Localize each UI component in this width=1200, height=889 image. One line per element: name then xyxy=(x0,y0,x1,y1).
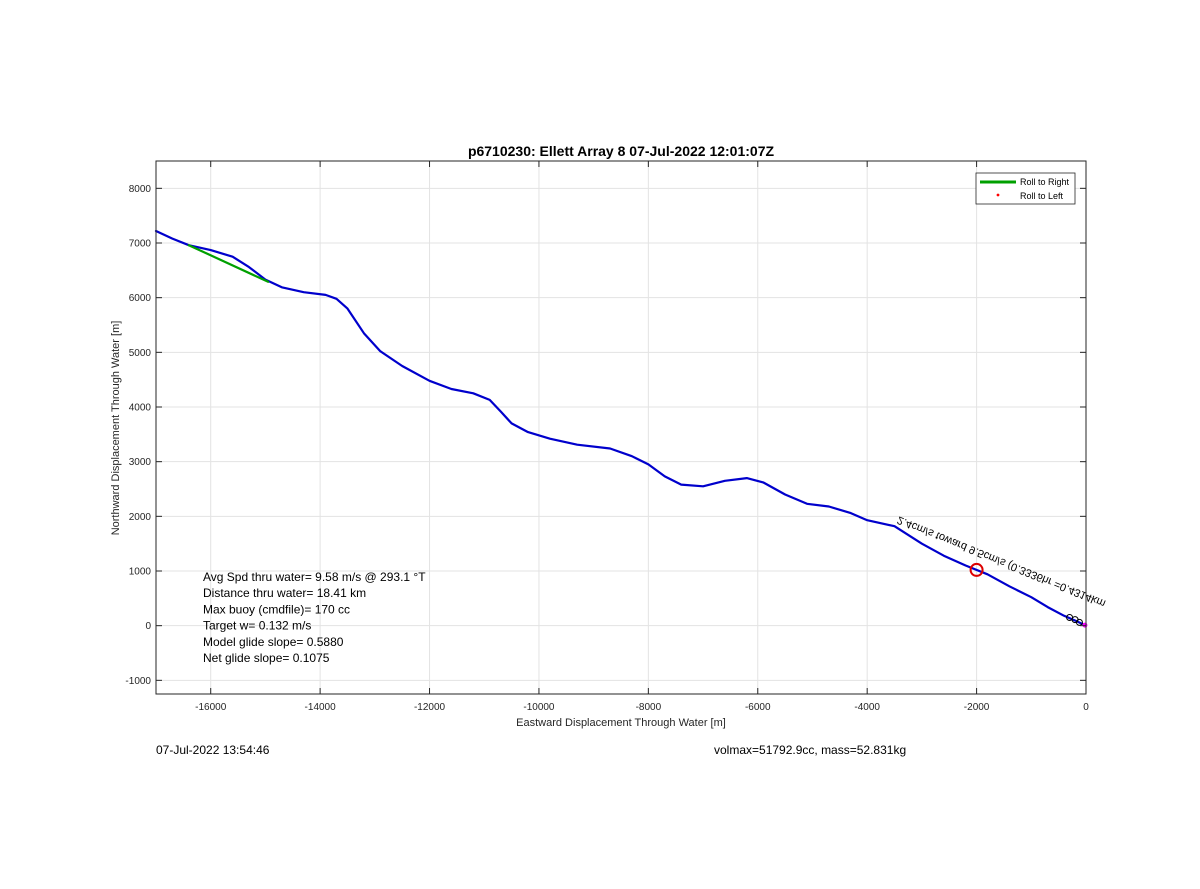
stats-line: Target w= 0.132 m/s xyxy=(203,619,311,633)
y-tick-label: -1000 xyxy=(125,676,151,687)
stats-line: Model glide slope= 0.5880 xyxy=(203,635,344,649)
y-tick-label: 3000 xyxy=(129,457,152,468)
footer-volume-mass: volmax=51792.9cc, mass=52.831kg xyxy=(714,743,907,757)
y-axis-label: Northward Displacement Through Water [m] xyxy=(110,321,122,536)
x-axis-label: Eastward Displacement Through Water [m] xyxy=(516,717,726,729)
x-tick-label: -4000 xyxy=(854,702,880,713)
track-origin-point xyxy=(1082,622,1088,628)
x-tick-label: -8000 xyxy=(636,702,662,713)
track-end-point xyxy=(1075,618,1083,626)
stats-line: Distance thru water= 18.41 km xyxy=(203,586,366,600)
x-tick-label: -6000 xyxy=(745,702,771,713)
x-tick-label: 0 xyxy=(1083,702,1089,713)
chart-title: p6710230: Ellett Array 8 07-Jul-2022 12:… xyxy=(468,143,775,159)
y-tick-label: 0 xyxy=(145,621,151,632)
y-tick-label: 5000 xyxy=(129,348,152,359)
y-tick-label: 2000 xyxy=(129,512,152,523)
stats-line: Max buoy (cmdfile)= 170 cc xyxy=(203,602,350,616)
y-tick-label: 8000 xyxy=(129,184,152,195)
x-tick-label: -12000 xyxy=(414,702,446,713)
roll-right-line xyxy=(187,244,270,283)
glider-track-line xyxy=(154,229,1088,627)
stats-line: Net glide slope= 0.1075 xyxy=(203,651,330,665)
legend-label-roll-left: Roll to Left xyxy=(1020,191,1064,201)
y-tick-label: 1000 xyxy=(129,567,152,578)
x-axis-ticks: -16000 -14000 -12000 -10000 -8000 -6000 -4000 -… xyxy=(195,161,1089,713)
legend-label-roll-right: Roll to Right xyxy=(1020,177,1070,187)
y-tick-label: 6000 xyxy=(129,293,152,304)
x-tick-label: -2000 xyxy=(964,702,990,713)
legend: Roll to Right Roll to Left xyxy=(975,172,1076,205)
red-circle-marker xyxy=(969,562,984,577)
stats-block: Avg Spd thru water= 9.58 m/s @ 293.1 °T D… xyxy=(203,570,426,665)
y-tick-label: 4000 xyxy=(129,403,152,414)
y-axis-ticks: -1000 0 1000 2000 3000 4000 5000 6000 7000 8000 xyxy=(125,184,1086,687)
plot-frame xyxy=(155,160,1087,695)
x-tick-label: -10000 xyxy=(523,702,555,713)
y-tick-label: 7000 xyxy=(129,239,152,250)
plot-area xyxy=(156,161,1086,694)
footer-timestamp: 07-Jul-2022 13:54:46 xyxy=(156,743,270,757)
x-tick-label: -14000 xyxy=(305,702,337,713)
series-layer xyxy=(154,229,1088,627)
x-tick-label: -16000 xyxy=(195,702,227,713)
stats-line: Avg Spd thru water= 9.58 m/s @ 293.1 °T xyxy=(203,570,426,584)
legend-dot-sample xyxy=(996,193,1000,197)
legend-box xyxy=(975,172,1076,205)
